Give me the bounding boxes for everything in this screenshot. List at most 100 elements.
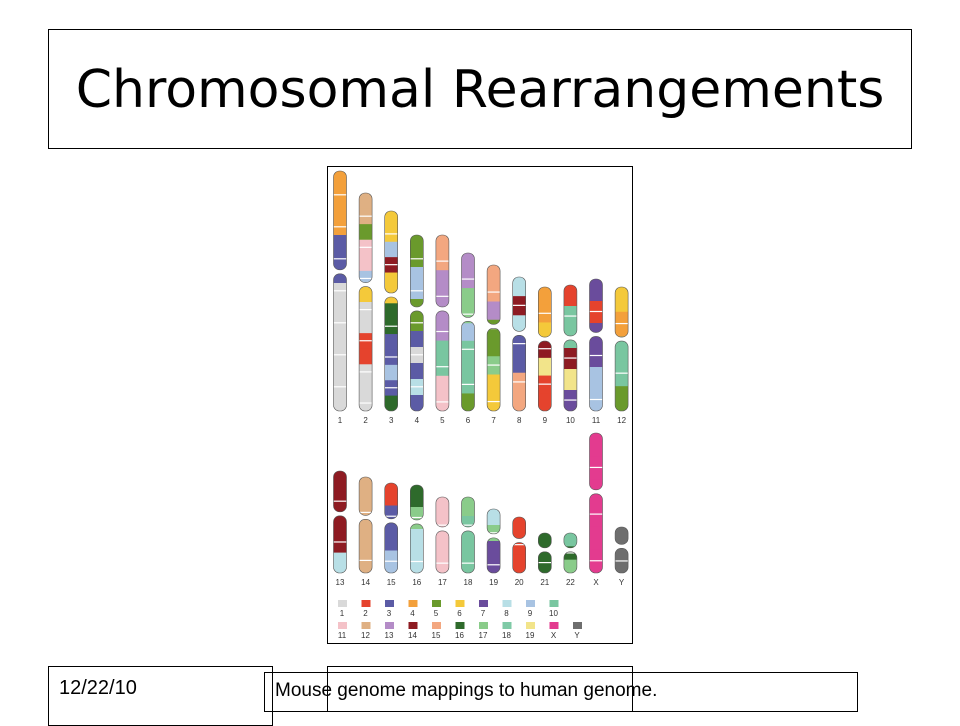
legend-label-19: 19 [526, 631, 535, 640]
band-3-8 [384, 334, 398, 350]
band-Y-1 [615, 550, 629, 574]
band-4-4 [410, 299, 424, 316]
band-19-2 [487, 541, 501, 558]
chromosome-14: 14 [358, 476, 373, 587]
band-2-12 [359, 379, 373, 396]
band-16-2 [410, 529, 424, 552]
band-6-2 [461, 288, 475, 307]
band-17-2 [435, 535, 449, 555]
band-22-2 [563, 559, 577, 573]
legend-item-3: 3 [385, 600, 394, 618]
date-box: 12/22/10 [48, 666, 273, 726]
band-1-2 [333, 203, 347, 220]
band-12-3 [615, 361, 629, 387]
chromosome-3: 3 [384, 210, 399, 425]
band-12-0 [615, 287, 629, 313]
legend-item-9: 9 [526, 600, 535, 618]
band-X-4 [589, 526, 603, 551]
legend-item-1: 1 [338, 600, 347, 618]
chromosome-label-18: 18 [464, 578, 473, 587]
chromosome-Y: Y [614, 526, 629, 587]
band-13-0 [333, 471, 347, 492]
chromosome-label-11: 11 [592, 416, 601, 425]
band-7-6 [487, 374, 501, 394]
band-7-4 [487, 338, 501, 357]
chromosome-label-X: X [593, 578, 599, 587]
legend-swatch-X [549, 622, 559, 629]
legend-item-13: 13 [385, 622, 394, 640]
band-4-2 [410, 267, 424, 284]
band-10-5 [563, 390, 577, 411]
legend-item-5: 5 [432, 600, 441, 618]
band-13-2 [333, 511, 347, 533]
chromosome-7: 7 [486, 264, 501, 425]
legend-item-19: 19 [526, 622, 535, 640]
legend-label-15: 15 [432, 631, 441, 640]
legend-label-13: 13 [385, 631, 394, 640]
band-4-10 [410, 395, 424, 411]
chromosome-label-5: 5 [440, 416, 445, 425]
band-1-14 [333, 395, 347, 411]
legend-label-10: 10 [549, 609, 558, 618]
band-8-4 [512, 353, 526, 374]
legend-swatch-15 [432, 622, 441, 629]
band-14-1 [359, 501, 373, 526]
band-6-8 [461, 393, 475, 411]
band-X-1 [589, 456, 603, 481]
band-8-5 [512, 372, 526, 393]
band-11-0 [589, 279, 603, 302]
band-11-2 [589, 323, 603, 346]
legend-label-3: 3 [387, 609, 392, 618]
legend-label-2: 2 [363, 609, 368, 618]
legend-swatch-17 [479, 622, 488, 629]
band-X-0 [589, 433, 603, 457]
band-12-1 [615, 311, 629, 338]
legend-item-X: X [549, 622, 559, 640]
band-15-3 [384, 550, 398, 573]
band-21-1 [538, 553, 552, 573]
band-1-0 [333, 171, 347, 188]
chromosome-label-13: 13 [336, 578, 345, 587]
chromosome-label-7: 7 [491, 416, 496, 425]
band-18-2 [461, 535, 475, 555]
legend-swatch-4 [408, 600, 418, 607]
band-17-0 [435, 497, 449, 517]
band-12-4 [615, 386, 629, 411]
band-6-6 [461, 358, 475, 377]
chromosome-11: 11 [589, 278, 603, 425]
legend-label-5: 5 [434, 609, 439, 618]
chromosome-label-14: 14 [361, 578, 370, 587]
band-4-6 [410, 331, 424, 348]
band-8-3 [512, 334, 526, 355]
band-7-2 [487, 301, 501, 321]
band-20-0 [512, 517, 526, 537]
band-14-2 [359, 525, 373, 550]
chromosome-X: X [589, 432, 603, 587]
band-8-6 [512, 391, 526, 411]
legend-item-16: 16 [455, 622, 465, 640]
band-1-12 [333, 363, 347, 380]
band-X-3 [589, 503, 603, 527]
band-5-2 [435, 270, 449, 289]
chromosome-label-20: 20 [515, 578, 524, 587]
band-3-6 [384, 303, 398, 320]
band-1-4 [333, 235, 347, 252]
chromosome-5: 5 [435, 234, 450, 425]
legend-label-7: 7 [481, 609, 486, 618]
legend-swatch-7 [479, 600, 488, 607]
legend-swatch-Y [573, 622, 582, 629]
chromosome-9: 9 [538, 286, 552, 425]
band-8-1 [512, 296, 526, 316]
chromosome-label-8: 8 [517, 416, 522, 425]
band-9-4 [538, 357, 552, 377]
chromosome-label-19: 19 [489, 578, 498, 587]
chromosome-label-Y: Y [619, 578, 625, 587]
chromosome-15: 15 [384, 482, 399, 587]
band-6-0 [461, 253, 475, 272]
band-13-3 [333, 532, 347, 554]
band-9-2 [538, 322, 552, 341]
band-9-6 [538, 393, 552, 411]
legend-label-14: 14 [408, 631, 417, 640]
band-12-2 [615, 336, 629, 362]
legend-swatch-8 [502, 600, 512, 607]
